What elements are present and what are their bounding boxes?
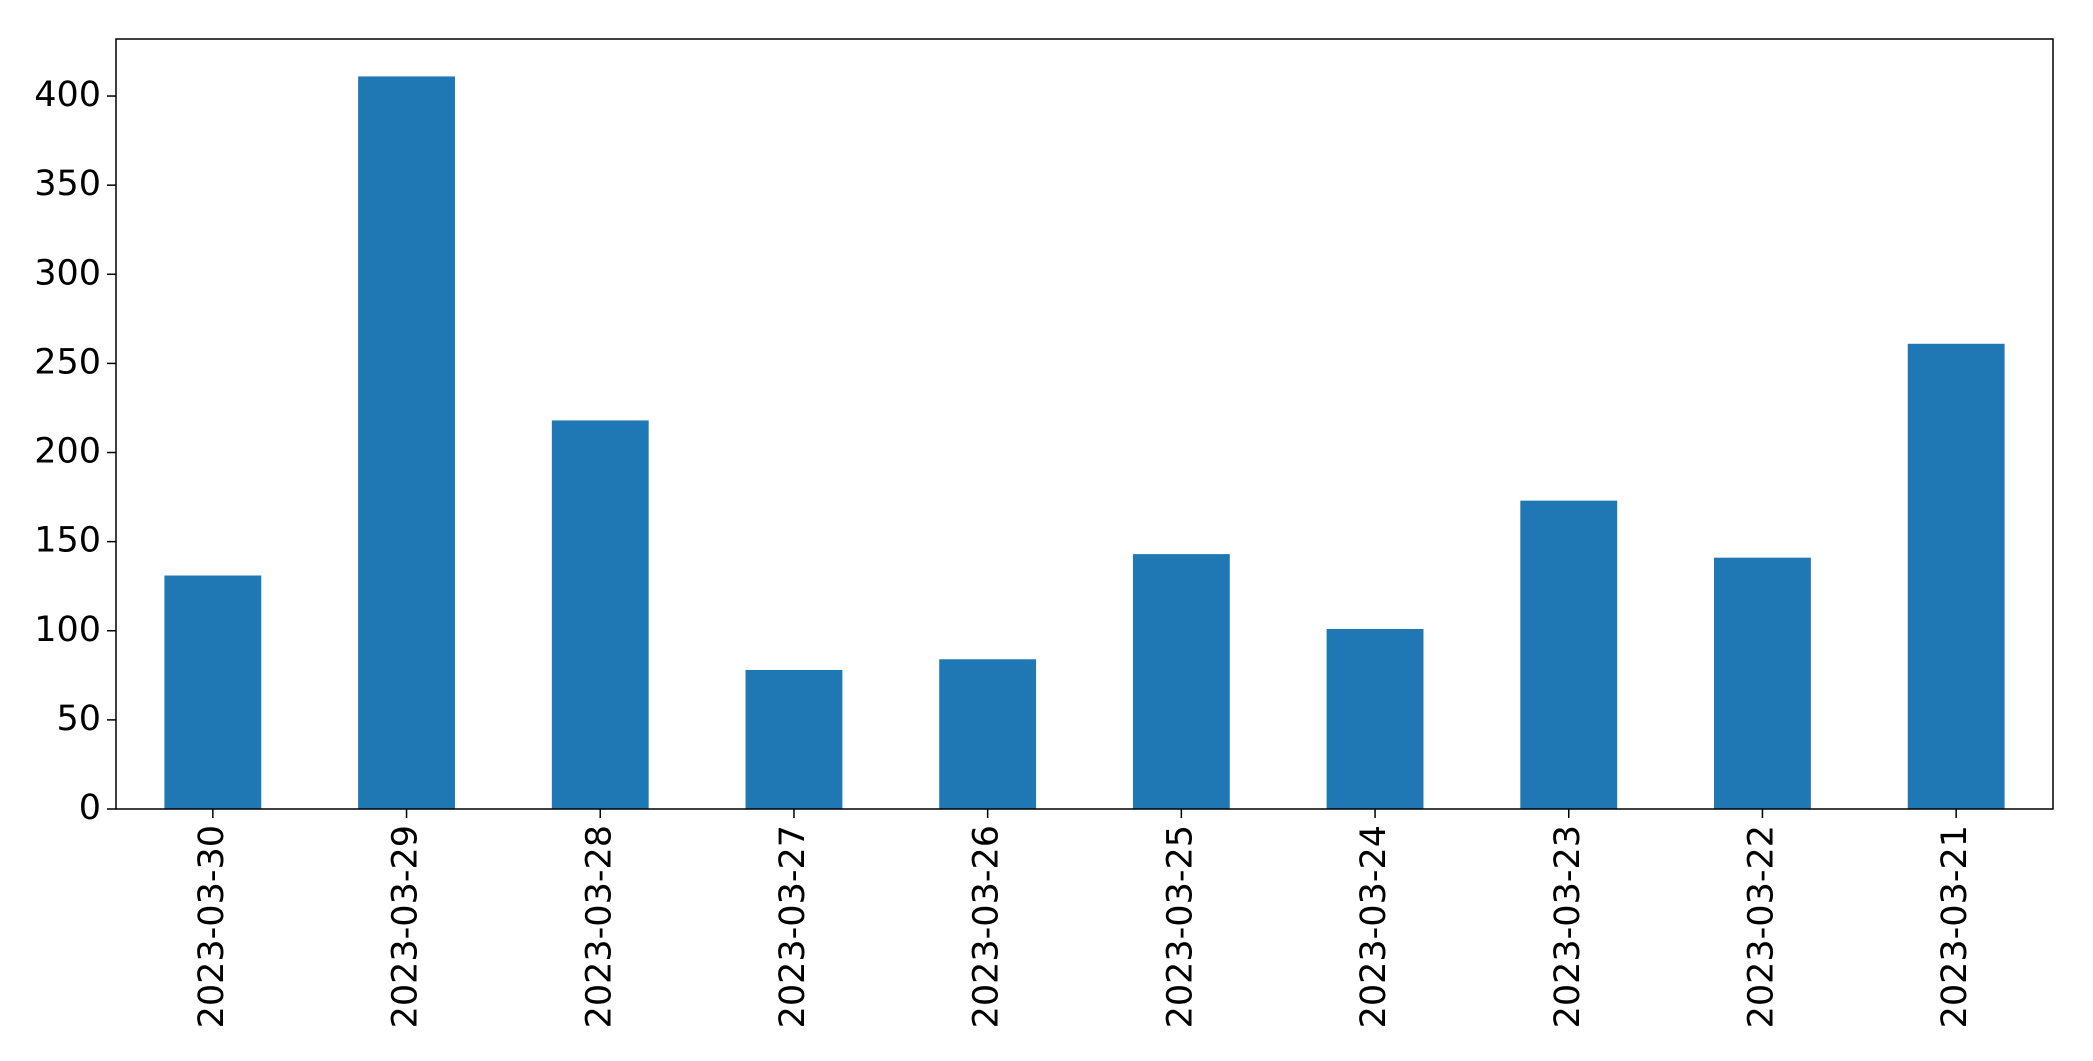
bar [1907, 343, 2005, 809]
bar [1132, 554, 1230, 809]
x-tick-label: 2023-03-28 [579, 825, 619, 1028]
y-tick-label: 50 [56, 699, 101, 739]
x-tick-label: 2023-03-23 [1548, 825, 1588, 1028]
x-tick-label: 2023-03-25 [1160, 825, 1200, 1028]
bar [551, 420, 649, 809]
x-tick-label: 2023-03-27 [773, 825, 813, 1028]
x-tick-label: 2023-03-22 [1741, 825, 1781, 1028]
bar [745, 669, 843, 809]
x-tick-label: 2023-03-30 [192, 825, 232, 1028]
bar [1714, 557, 1811, 809]
x-tick-label: 2023-03-21 [1935, 825, 1975, 1028]
bar [939, 659, 1037, 809]
x-tick-label: 2023-03-29 [386, 825, 426, 1028]
y-tick-label: 300 [34, 253, 101, 293]
y-tick-label: 350 [34, 164, 101, 204]
y-tick-label: 100 [34, 610, 101, 650]
plot-frame [115, 38, 2054, 810]
bar [1326, 628, 1424, 809]
bar [164, 575, 262, 809]
y-tick-label: 400 [34, 75, 101, 115]
bar [1520, 500, 1618, 809]
x-tick-label: 2023-03-24 [1354, 825, 1394, 1028]
y-tick-label: 150 [34, 521, 101, 561]
y-tick-label: 0 [79, 788, 101, 828]
x-tick-label: 2023-03-26 [967, 825, 1007, 1028]
y-tick-label: 250 [34, 342, 101, 382]
y-tick-label: 200 [34, 432, 101, 472]
bar [358, 76, 455, 810]
